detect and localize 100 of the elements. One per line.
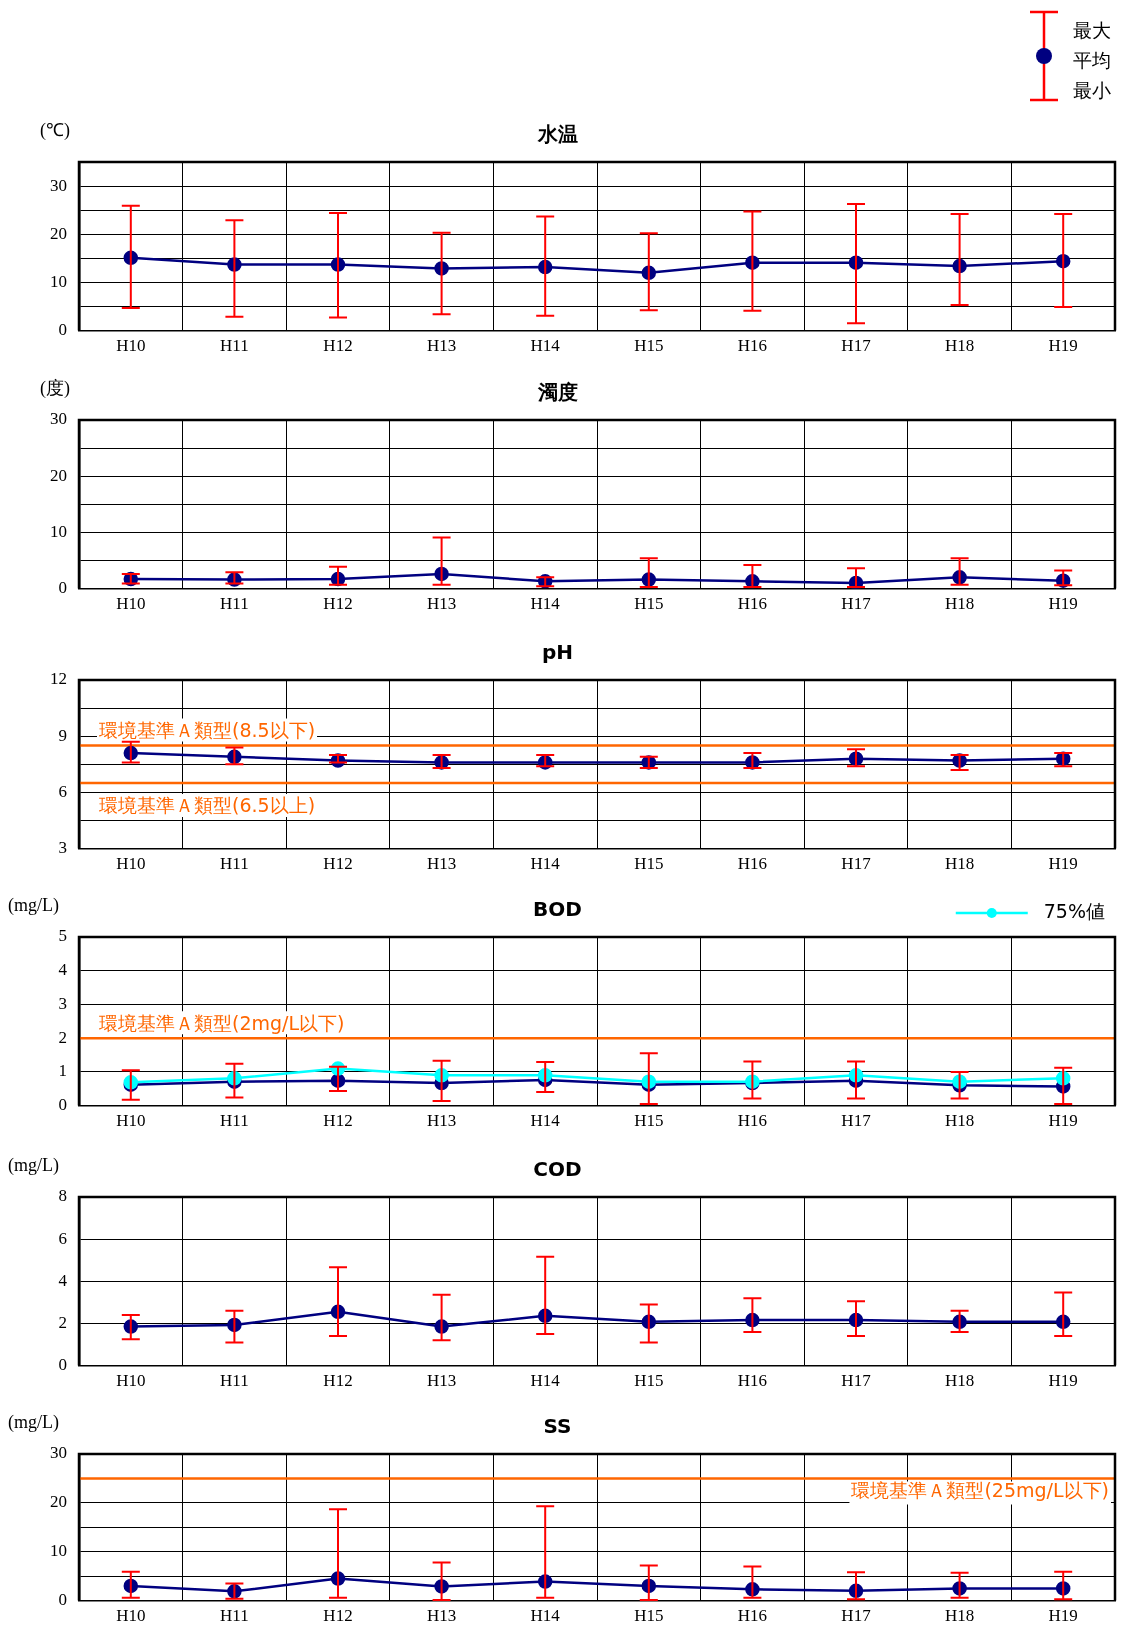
x-tick-label: H14 (530, 336, 561, 356)
y-tick-label: 30 (50, 1443, 67, 1463)
y-tick-label: 4 (58, 960, 68, 980)
x-tick-label: H11 (220, 336, 249, 356)
y-tick-label: 10 (50, 271, 67, 291)
y-tick-label: 6 (58, 1228, 67, 1248)
x-tick-label: H17 (841, 336, 872, 356)
x-tick-label: H13 (426, 1371, 457, 1391)
x-tick-label: H16 (737, 1606, 768, 1626)
y-tick-label: 10 (50, 1541, 67, 1561)
x-tick-label: H10 (116, 1606, 146, 1626)
x-tick-label: H15 (634, 336, 664, 356)
x-tick-label: H18 (944, 1371, 975, 1391)
y-tick-label: 4 (58, 1270, 68, 1290)
x-tick-label: H14 (530, 1111, 561, 1131)
ref-line-label: 環境基準Ａ類型(8.5以下) (99, 719, 316, 741)
x-tick-label: H17 (841, 594, 872, 614)
x-tick-label: H10 (116, 594, 146, 614)
y-tick-label: 20 (50, 465, 67, 485)
y-tick-label: 8 (58, 1186, 67, 1206)
x-tick-label: H15 (634, 854, 664, 874)
x-tick-label: H15 (634, 594, 664, 614)
chart-title: SS (543, 1414, 572, 1439)
x-tick-label: H11 (220, 1111, 249, 1131)
x-tick-label: H17 (841, 1371, 872, 1391)
x-tick-label: H16 (737, 854, 768, 874)
y-tick-label: 0 (58, 1095, 67, 1115)
x-tick-label: H12 (323, 1371, 353, 1391)
x-tick-label: H13 (426, 336, 457, 356)
ref-line-label: 環境基準Ａ類型(2mg/L以下) (99, 1011, 345, 1034)
x-tick-label: H18 (944, 594, 975, 614)
y-tick-label: 10 (50, 521, 67, 541)
x-tick-label: H16 (737, 336, 768, 356)
y-tick-label: 0 (58, 1590, 67, 1610)
y-axis-title: (℃) (40, 119, 70, 141)
y-tick-label: 2 (58, 1027, 67, 1047)
x-tick-label: H18 (944, 1606, 975, 1626)
chart-title: 濁度 (536, 380, 578, 405)
y-tick-label: 0 (58, 320, 67, 340)
y-axis-title: (mg/L) (8, 1411, 59, 1433)
x-tick-label: H16 (737, 1371, 768, 1391)
y-tick-label: 1 (58, 1061, 67, 1081)
ref-line-label: 環境基準Ａ類型(6.5以上) (99, 794, 316, 817)
x-tick-label: H17 (841, 1111, 872, 1131)
y-tick-label: 20 (50, 1492, 67, 1512)
x-tick-label: H15 (634, 1371, 664, 1391)
y-tick-label: 9 (58, 725, 67, 745)
x-tick-label: H14 (530, 1606, 561, 1626)
text: 平均 (1073, 48, 1111, 73)
x-tick-label: H15 (634, 1606, 664, 1626)
x-tick-label: H12 (323, 1111, 353, 1131)
x-tick-label: H19 (1048, 854, 1078, 874)
y-tick-label: 20 (50, 223, 67, 243)
x-tick-label: H10 (116, 854, 146, 874)
x-tick-label: H19 (1048, 336, 1078, 356)
y-tick-label: 0 (58, 1355, 67, 1375)
y-tick-label: 6 (58, 781, 67, 801)
x-tick-label: H13 (426, 854, 457, 874)
x-tick-label: H16 (737, 594, 768, 614)
chart-title: COD (533, 1157, 582, 1182)
x-tick-label: H10 (116, 1371, 146, 1391)
x-tick-label: H11 (220, 1606, 249, 1626)
y-tick-label: 5 (58, 926, 67, 946)
text: 最小 (1073, 78, 1111, 103)
x-tick-label: H14 (530, 594, 561, 614)
x-tick-label: H18 (944, 1111, 975, 1131)
x-tick-label: H15 (634, 1111, 664, 1131)
x-tick-label: H12 (323, 854, 353, 874)
y-tick-label: 3 (58, 993, 67, 1013)
y-tick-label: 0 (58, 578, 67, 598)
chart-title: pH (541, 640, 574, 665)
x-tick-label: H14 (530, 854, 561, 874)
y-tick-label: 30 (50, 175, 67, 195)
chart-title: 水温 (536, 122, 578, 147)
ref-line-label: 環境基準Ａ類型(25mg/L以下) (851, 1478, 1109, 1501)
x-tick-label: H14 (530, 1371, 561, 1391)
x-tick-label: H11 (220, 854, 249, 874)
x-tick-label: H13 (426, 594, 457, 614)
legend-label: 75%値 (1043, 899, 1105, 922)
x-tick-label: H13 (426, 1606, 457, 1626)
y-axis-title: (mg/L) (8, 894, 59, 916)
y-tick-label: 3 (58, 838, 67, 858)
y-tick-label: 30 (50, 409, 67, 429)
y-axis-title: (mg/L) (8, 1154, 59, 1176)
x-tick-label: H11 (220, 594, 249, 614)
x-tick-label: H19 (1048, 594, 1078, 614)
y-tick-label: 12 (50, 669, 67, 689)
chart-title: BOD (533, 897, 582, 922)
x-tick-label: H19 (1048, 1111, 1078, 1131)
x-tick-label: H10 (116, 336, 146, 356)
x-tick-label: H19 (1048, 1371, 1078, 1391)
x-tick-label: H11 (220, 1371, 249, 1391)
text: 最大 (1073, 18, 1111, 43)
x-tick-label: H18 (944, 854, 975, 874)
x-tick-label: H12 (323, 336, 353, 356)
x-tick-label: H12 (323, 1606, 353, 1626)
y-axis-title: (度) (40, 377, 70, 399)
x-tick-label: H12 (323, 594, 353, 614)
x-tick-label: H16 (737, 1111, 768, 1131)
x-tick-label: H17 (841, 854, 872, 874)
